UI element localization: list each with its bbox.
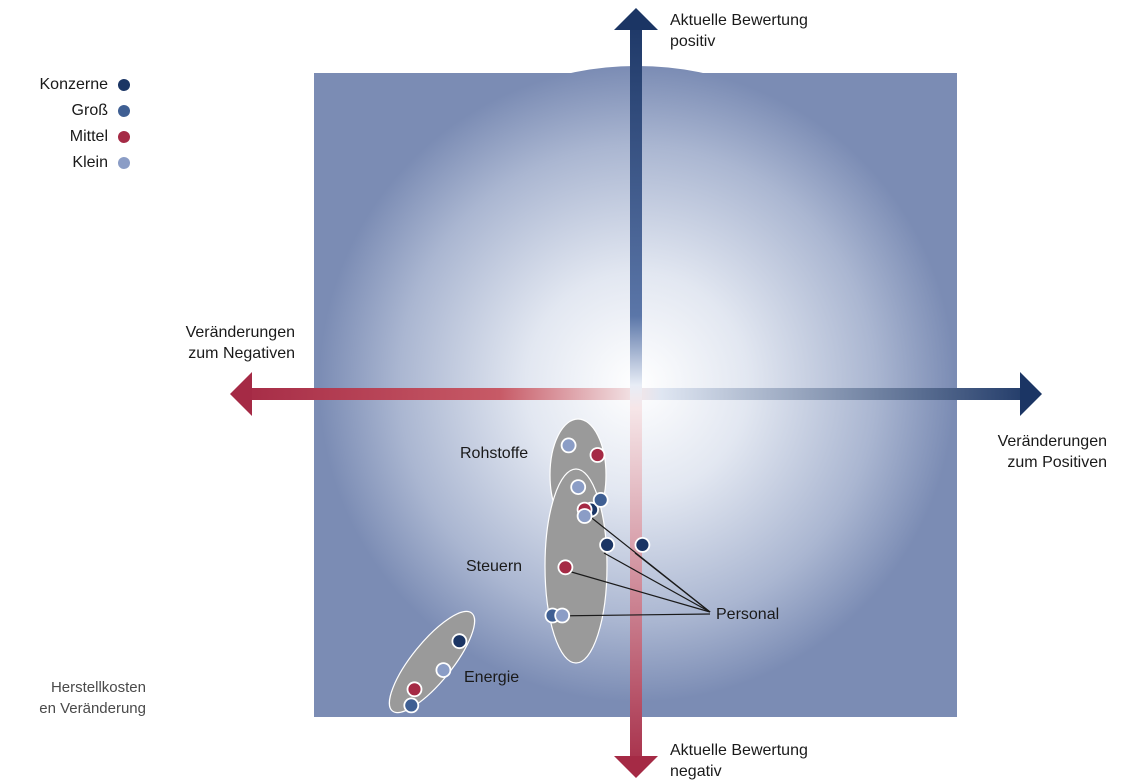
annotation-energie: Energie [464,669,520,686]
axis-label-right-line2: zum Positiven [1007,454,1107,471]
legend-label: Mittel [69,128,108,145]
vertical-axis-bar [630,28,642,758]
data-point-mittel-steuern [557,559,574,576]
axis-label-left-line2: zum Negativen [188,345,295,362]
legend-label: Groß [71,102,108,119]
legend-dot-icon [118,79,130,91]
annotation-personal: Personal [716,606,780,623]
legend-dot-icon [118,157,130,169]
axis-label-right-line1: Veränderungen [997,433,1107,450]
leader-line [603,552,711,613]
legend: Konzerne Groß Mittel Klein [20,72,130,176]
data-point-klein-rohstoffe [570,479,587,496]
arrow-up-icon [614,8,658,30]
axis-label-bottom-line2: negativ [670,763,722,780]
legend-item-konzerne: Konzerne [20,72,130,98]
data-point-klein-rohstoffe [560,437,577,454]
axis-label-top-line1: Aktuelle Bewertung [670,12,808,29]
arrow-left-icon [230,372,252,416]
axis-label-bottom: Aktuelle Bewertung negativ [670,740,808,782]
data-point-konzerne-energie [451,633,468,650]
data-point-gross-rohstoffe [592,491,609,508]
leader-line [634,552,711,613]
axis-label-top-line2: positiv [670,33,716,50]
leader-line [549,613,711,617]
annotation-rohstoffe: Rohstoffe [460,445,529,462]
legend-label: Klein [72,154,108,171]
legend-dot-icon [118,131,130,143]
arrow-right-icon [1020,372,1042,416]
annotation-steuern: Steuern [466,558,523,575]
personal-leader-lines [549,514,711,617]
data-point-konzerne-personal [599,537,615,553]
side-note-line2: en Veränderung [39,700,146,717]
data-points [403,437,651,714]
data-point-klein-energie [435,662,452,678]
data-point-klein-steuern [554,607,571,624]
data-point-klein-rohstoffe [576,508,593,524]
side-note: Herstellkosten en Veränderung [0,677,146,719]
axis-label-top: Aktuelle Bewertung positiv [670,10,808,52]
axis-label-right: Veränderungen zum Positiven [960,431,1107,473]
data-point-mittel-energie [406,681,423,698]
data-point-konzerne-personal [634,537,651,553]
legend-item-klein: Klein [20,150,130,176]
legend-item-mittel: Mittel [20,124,130,150]
legend-item-gross: Groß [20,98,130,124]
legend-label: Konzerne [39,76,109,93]
data-point-mittel-rohstoffe [589,447,606,463]
axis-label-left: Veränderungen zum Negativen [150,322,295,364]
legend-dot-icon [118,105,130,117]
axis-label-left-line1: Veränderungen [185,324,295,341]
data-point-gross-energie [403,697,420,714]
arrow-down-icon [614,756,658,778]
side-note-line1: Herstellkosten [50,679,146,696]
leader-line [560,568,711,613]
axis-label-bottom-line1: Aktuelle Bewertung [670,742,808,759]
